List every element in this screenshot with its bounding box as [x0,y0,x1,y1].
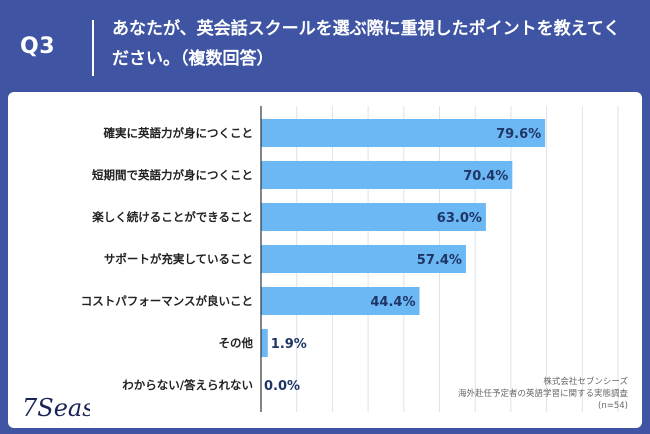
question-header: Q3 あなたが、英会話スクールを選ぶ際に重視したポイントを教えてください。（複数… [0,0,650,88]
value-label: 57.4% [417,253,462,268]
bar [261,245,466,273]
category-label: その他 [219,336,254,350]
question-number: Q3 [20,34,56,59]
value-label: 70.4% [463,169,508,184]
question-text: あなたが、英会話スクールを選ぶ際に重視したポイントを教えてください。（複数回答） [112,19,621,69]
bar [261,119,546,147]
category-label: コストパフォーマンスが良いこと [81,294,253,308]
category-label: 短期間で英語力が身につくこと [92,168,253,182]
category-label: サポートが充実していること [104,252,253,266]
category-label: 楽しく続けることができること [91,210,253,224]
bar [261,329,268,357]
value-label: 63.0% [437,211,482,226]
source-survey: 海外赴任予定者の英語学習に関する実態調査 [457,389,628,399]
category-label: 確実に英語力が身につくこと [104,126,254,140]
value-label: 44.4% [370,295,415,310]
source-sample-size: (n=54) [598,401,628,411]
header-divider [92,20,94,76]
logo-text: 7Seas [22,394,90,422]
category-label: わからない/答えられない [122,378,253,392]
bar [261,203,486,231]
brand-logo: 7Seas [22,394,90,422]
value-label: 0.0% [264,379,300,394]
source-company: 株式会社セブンシーズ [543,377,628,387]
bar [261,161,513,189]
bar [261,287,420,315]
value-label: 1.9% [271,337,307,352]
bar-chart: 確実に英語力が身につくこと 79.6% 短期間で英語力が身につくこと 70.4% 楽しく… [81,106,619,412]
source-note: 株式会社セブンシーズ 海外赴任予定者の英語学習に関する実態調査 (n=54) [458,376,628,412]
value-label: 79.6% [496,127,541,142]
chart-card: 確実に英語力が身につくこと 79.6% 短期間で英語力が身につくこと 70.4% 楽しく… [8,92,642,428]
